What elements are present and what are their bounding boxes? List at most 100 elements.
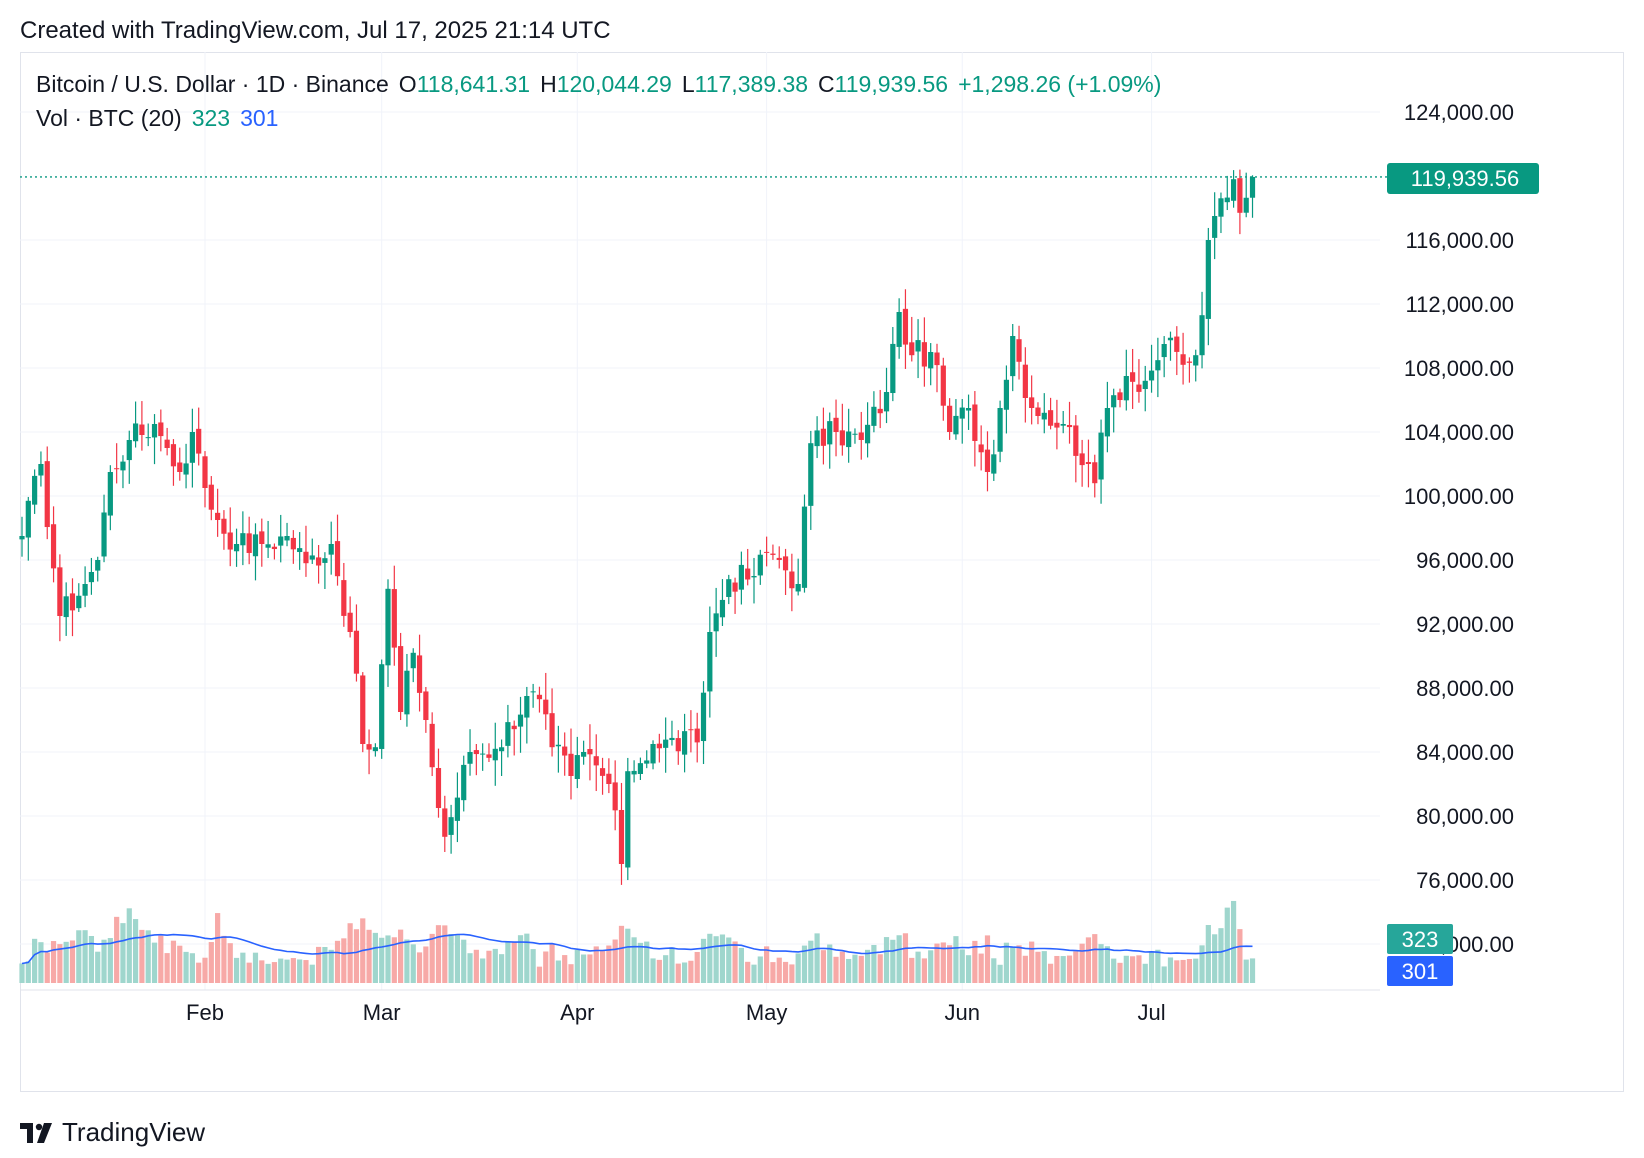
volume-bar <box>574 949 580 983</box>
volume-bar <box>934 943 940 983</box>
candle-body <box>259 531 265 544</box>
volume-bar <box>543 951 549 983</box>
volume-bar <box>839 951 845 983</box>
candle-body <box>1054 422 1060 428</box>
volume-bar <box>114 916 120 983</box>
candle-body <box>1035 407 1041 416</box>
volume-bar <box>833 956 839 983</box>
candle-body <box>82 584 88 596</box>
volume-bar <box>808 940 814 983</box>
volume-bar <box>1136 955 1142 983</box>
volume-bar <box>644 941 650 983</box>
candle-body <box>297 548 303 553</box>
volume-bar <box>221 935 227 983</box>
volume-bar <box>486 950 492 983</box>
candle-body <box>940 365 946 406</box>
candle-body <box>581 752 587 757</box>
volume-bar <box>972 940 978 983</box>
candle-body <box>915 340 921 352</box>
candle-body <box>215 512 221 520</box>
volume-bar <box>391 937 397 983</box>
volume-bar <box>505 941 511 983</box>
candle-body <box>1205 240 1211 319</box>
volume-bar <box>1060 956 1066 983</box>
candle-body <box>858 432 864 440</box>
candle-body <box>757 554 763 576</box>
candle-body <box>233 544 240 552</box>
volume-bar <box>1243 959 1249 983</box>
candle-body <box>290 537 296 550</box>
volume-bar <box>688 960 694 983</box>
candle-body <box>947 405 953 432</box>
volume-bar <box>776 957 782 983</box>
candle-body <box>284 536 290 541</box>
candle-body <box>461 764 467 801</box>
volume-bar <box>183 951 189 983</box>
tradingview-logo-icon <box>20 1122 52 1143</box>
volume-bar <box>1130 956 1136 983</box>
candle-body <box>1092 462 1098 484</box>
volume-bar <box>852 954 858 983</box>
volume-bar <box>1079 943 1085 983</box>
candle-body <box>353 630 360 674</box>
time-tick-label: Mar <box>363 1000 401 1025</box>
volume-bar <box>782 961 789 983</box>
volume-bar <box>454 935 461 983</box>
volume-bar <box>353 929 360 983</box>
brand[interactable]: TradingView <box>20 1117 205 1148</box>
candle-body <box>278 536 284 546</box>
candle-body <box>593 756 599 766</box>
symbol-label[interactable]: Bitcoin / U.S. Dollar · 1D · Binance <box>36 71 389 97</box>
volume-bar <box>549 944 555 983</box>
candle-body <box>120 461 126 471</box>
candle-body <box>751 576 757 578</box>
candle-body <box>808 443 814 506</box>
volume-bar <box>947 945 953 983</box>
volume-bar <box>1092 934 1098 983</box>
candle-body <box>454 797 461 821</box>
volume-legend: Vol · BTC (20) 323 301 <box>36 105 278 132</box>
candle-body <box>132 423 139 442</box>
volume-bar <box>1073 951 1079 983</box>
open-value: 118,641.31 <box>416 71 531 97</box>
volume-indicator-label[interactable]: Vol · BTC (20) <box>36 105 182 131</box>
candle-body <box>480 753 486 755</box>
brand-name: TradingView <box>62 1117 206 1147</box>
price-tick-label: 92,000.00 <box>1416 612 1514 637</box>
volume-bar <box>940 942 946 983</box>
candle-body <box>1073 425 1079 456</box>
candle-body <box>675 738 681 752</box>
time-tick-label: Apr <box>560 1000 594 1025</box>
candle-body <box>101 512 107 557</box>
candle-body <box>574 755 580 779</box>
candle-body <box>1016 339 1022 362</box>
volume-bar <box>252 952 259 983</box>
time-axis[interactable]: Feb Mar Apr May Jun Jul <box>20 989 1380 1025</box>
volume-bar <box>1104 946 1110 983</box>
volume-bar <box>1155 949 1161 983</box>
volume-bar <box>259 960 265 983</box>
volume-bar <box>480 958 486 983</box>
candle-body <box>801 506 808 588</box>
price-tick-label: 76,000.00 <box>1416 868 1514 893</box>
candle-body <box>1123 376 1129 401</box>
candle-body <box>265 544 271 548</box>
volume-bar <box>44 952 50 983</box>
candle-body <box>315 557 322 566</box>
price-axis[interactable]: 124,000.00 116,000.00 112,000.00 108,000.00… <box>1404 100 1514 957</box>
volume-bar <box>1237 929 1243 983</box>
candle-body <box>732 582 738 592</box>
candle-body <box>1022 364 1028 398</box>
volume-bar <box>1212 934 1218 983</box>
ohlc-legend: Bitcoin / U.S. Dollar · 1D · Binance O118… <box>36 71 1161 98</box>
volume-bar <box>530 949 536 983</box>
candle-body <box>76 595 82 609</box>
volume-legend-value: 323 <box>191 105 231 131</box>
volume-bar <box>1123 955 1129 983</box>
volume-bar <box>789 964 795 983</box>
candle-body <box>505 722 511 746</box>
price-tick-label: 80,000.00 <box>1416 804 1514 829</box>
volume-bar <box>965 955 972 983</box>
volume-bar <box>309 964 315 983</box>
